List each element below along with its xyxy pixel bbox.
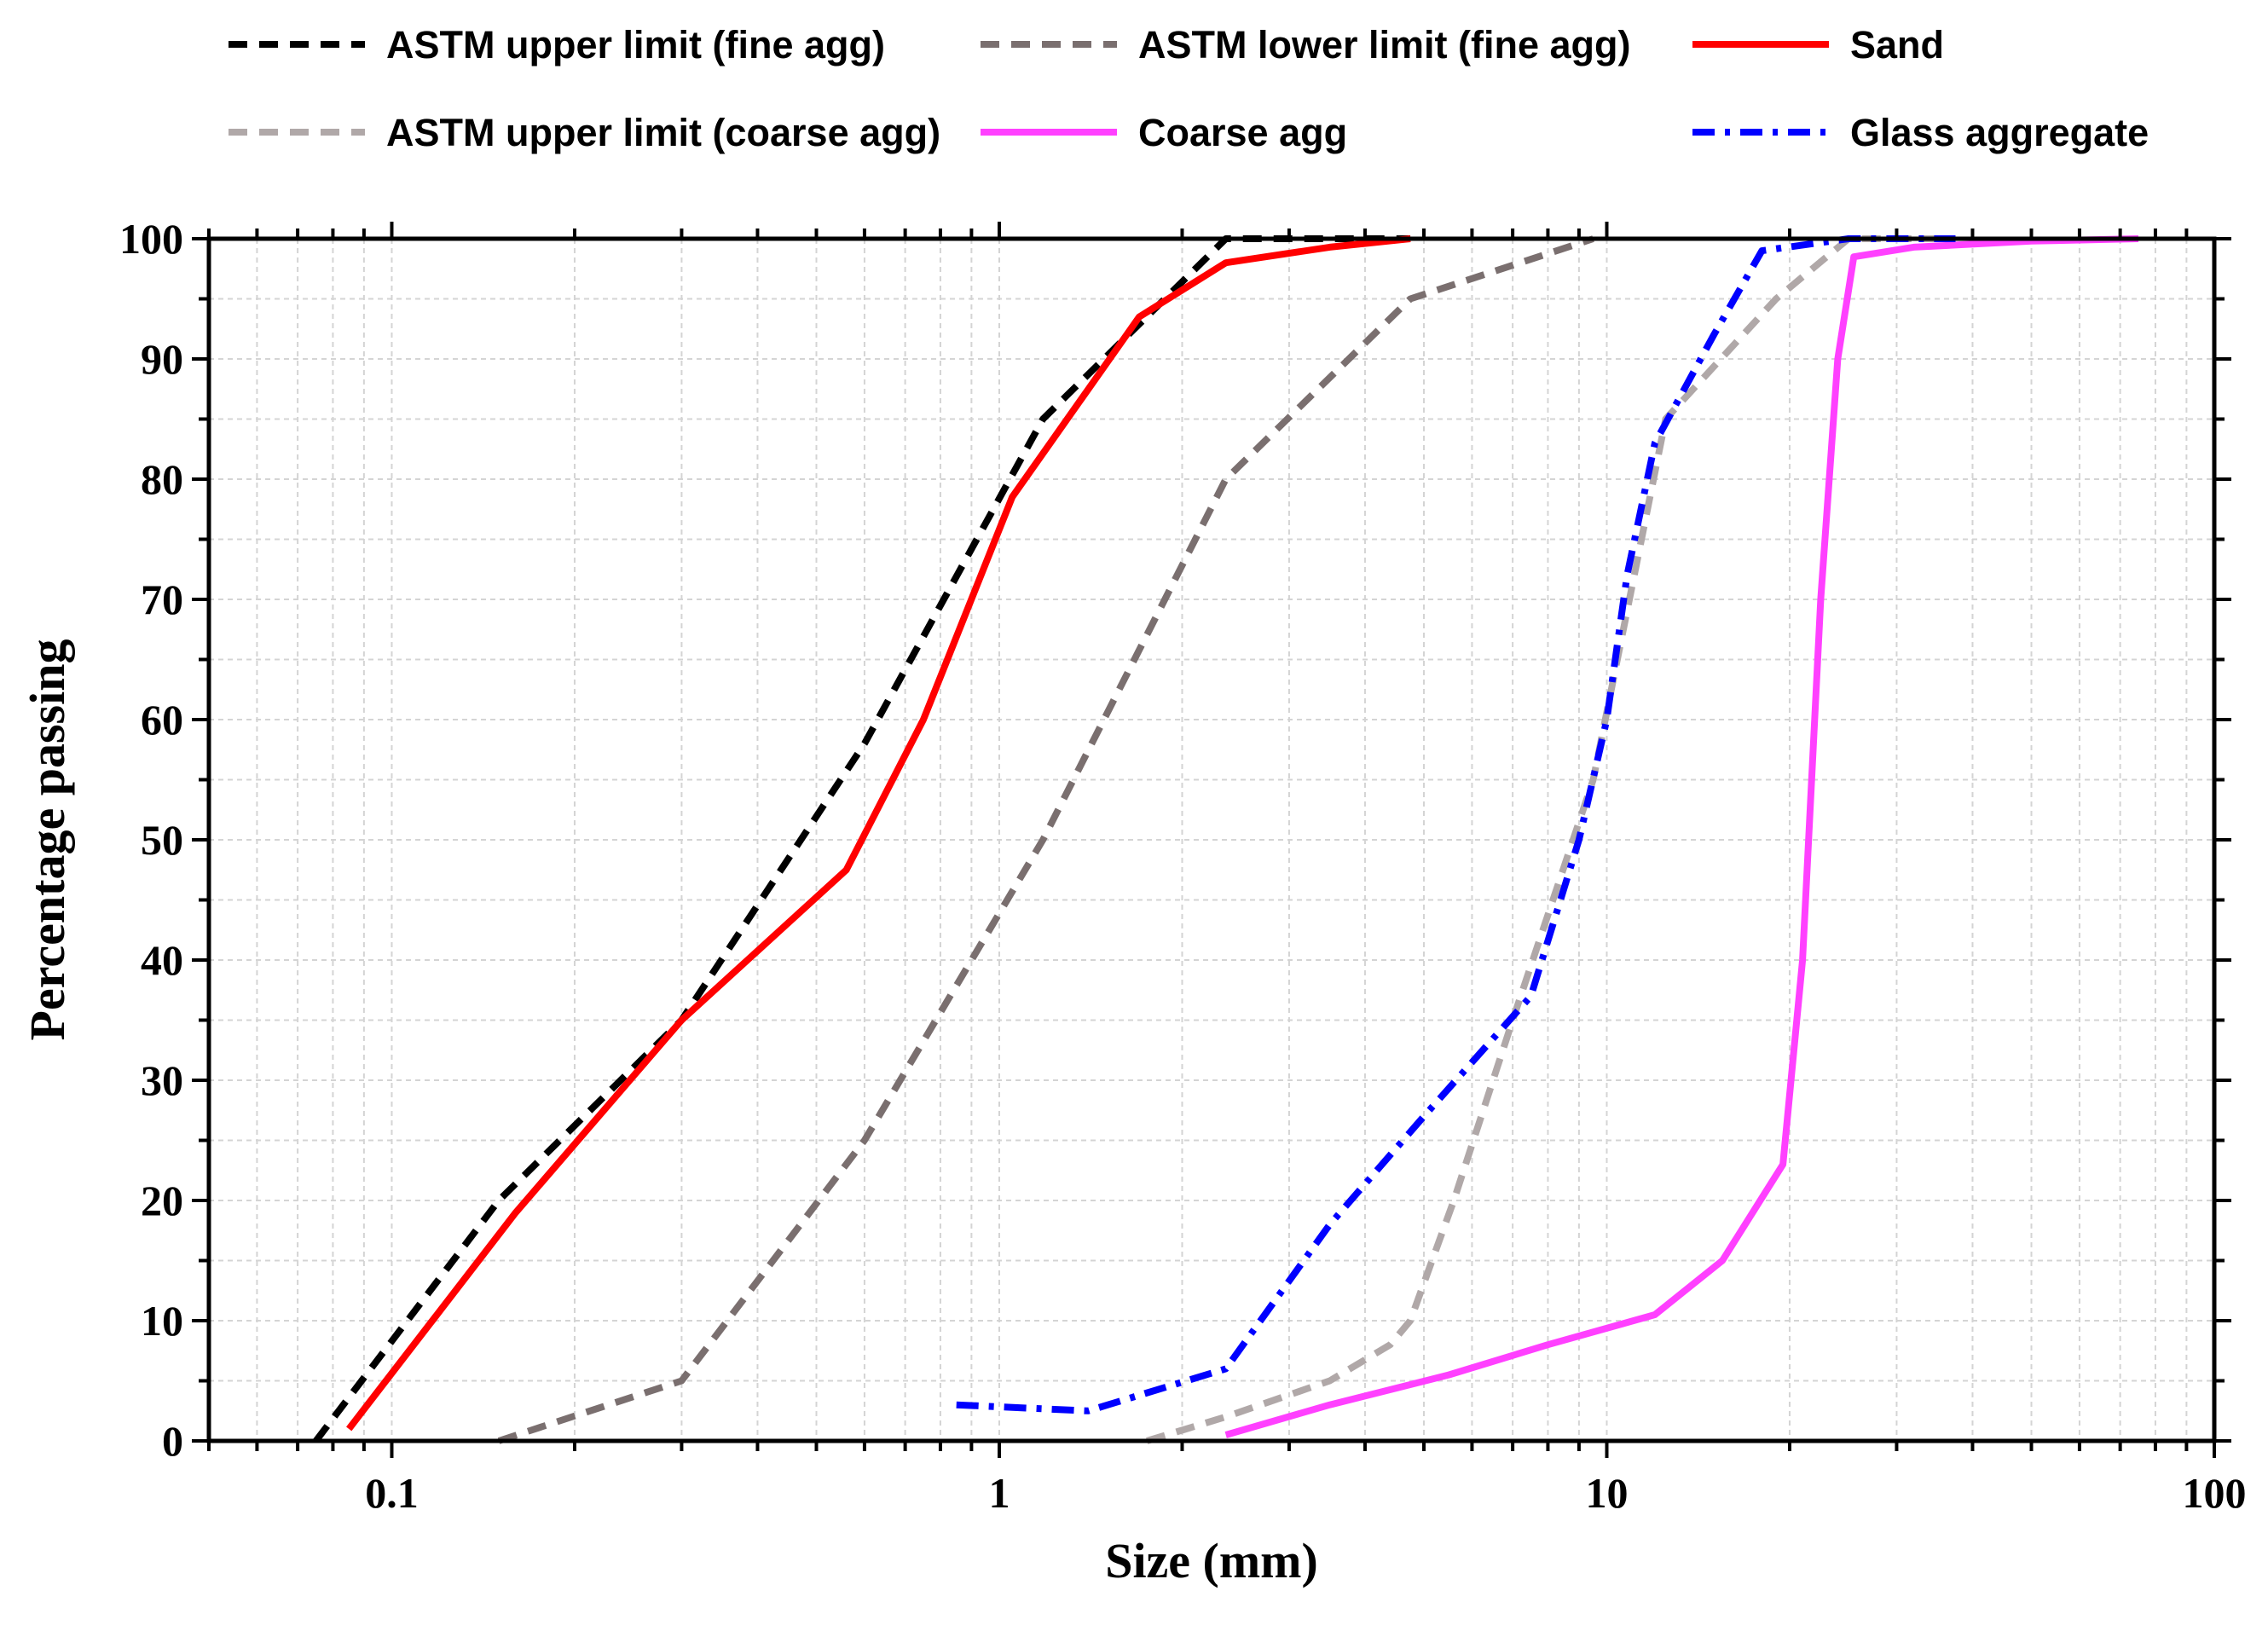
legend: ASTM upper limit (fine agg) ASTM lower li… xyxy=(229,23,2149,154)
legend-item: Sand xyxy=(1692,23,1944,67)
legend-item: Glass aggregate xyxy=(1692,111,2149,154)
legend-label: Coarse agg xyxy=(1138,111,1347,154)
series-line-glass-aggregate xyxy=(956,235,1956,1414)
y-tick-label: 100 xyxy=(119,215,183,263)
x-tick-label: 0.1 xyxy=(365,1469,419,1517)
series-layer xyxy=(313,235,2139,1444)
legend-label: Glass aggregate xyxy=(1850,111,2149,154)
series-line-astm-lower-limit-fine-agg xyxy=(497,235,1594,1444)
y-tick-label: 20 xyxy=(141,1177,183,1224)
x-axis-title: Size (mm) xyxy=(1105,1533,1318,1588)
y-tick-label: 70 xyxy=(141,576,183,623)
series-line-coarse-agg xyxy=(1224,235,2139,1438)
legend-label: ASTM upper limit (fine agg) xyxy=(386,23,885,67)
y-tick-label: 0 xyxy=(162,1417,183,1465)
x-tick-label: 10 xyxy=(1585,1469,1628,1517)
x-tick-label: 100 xyxy=(2183,1469,2247,1517)
y-tick-label: 50 xyxy=(141,816,183,864)
grid-lines xyxy=(208,238,2214,1442)
legend-label: Sand xyxy=(1850,23,1944,67)
series-line-astm-upper-limit-coarse-agg xyxy=(1146,235,1956,1444)
y-tick-label: 60 xyxy=(141,696,183,743)
legend-item: ASTM lower limit (fine agg) xyxy=(981,23,1631,67)
series-line-sand xyxy=(346,235,1411,1432)
y-tick-label: 10 xyxy=(141,1297,183,1345)
legend-label: ASTM upper limit (coarse agg) xyxy=(386,111,940,154)
axes xyxy=(192,222,2231,1458)
y-tick-label: 90 xyxy=(141,335,183,383)
y-tick-label: 30 xyxy=(141,1056,183,1104)
y-axis-title: Percentage passing xyxy=(20,639,75,1041)
legend-item: ASTM upper limit (fine agg) xyxy=(229,23,885,67)
legend-label: ASTM lower limit (fine agg) xyxy=(1138,23,1631,67)
y-tick-label: 40 xyxy=(141,936,183,984)
legend-item: Coarse agg xyxy=(981,111,1347,154)
tick-layer: 0.1 1 10 100 0 10 20 30 40 50 60 70 80 90 100 xyxy=(119,215,2247,1517)
legend-item: ASTM upper limit (coarse agg) xyxy=(229,111,940,154)
x-tick-label: 1 xyxy=(988,1469,1010,1517)
y-tick-label: 80 xyxy=(141,455,183,503)
